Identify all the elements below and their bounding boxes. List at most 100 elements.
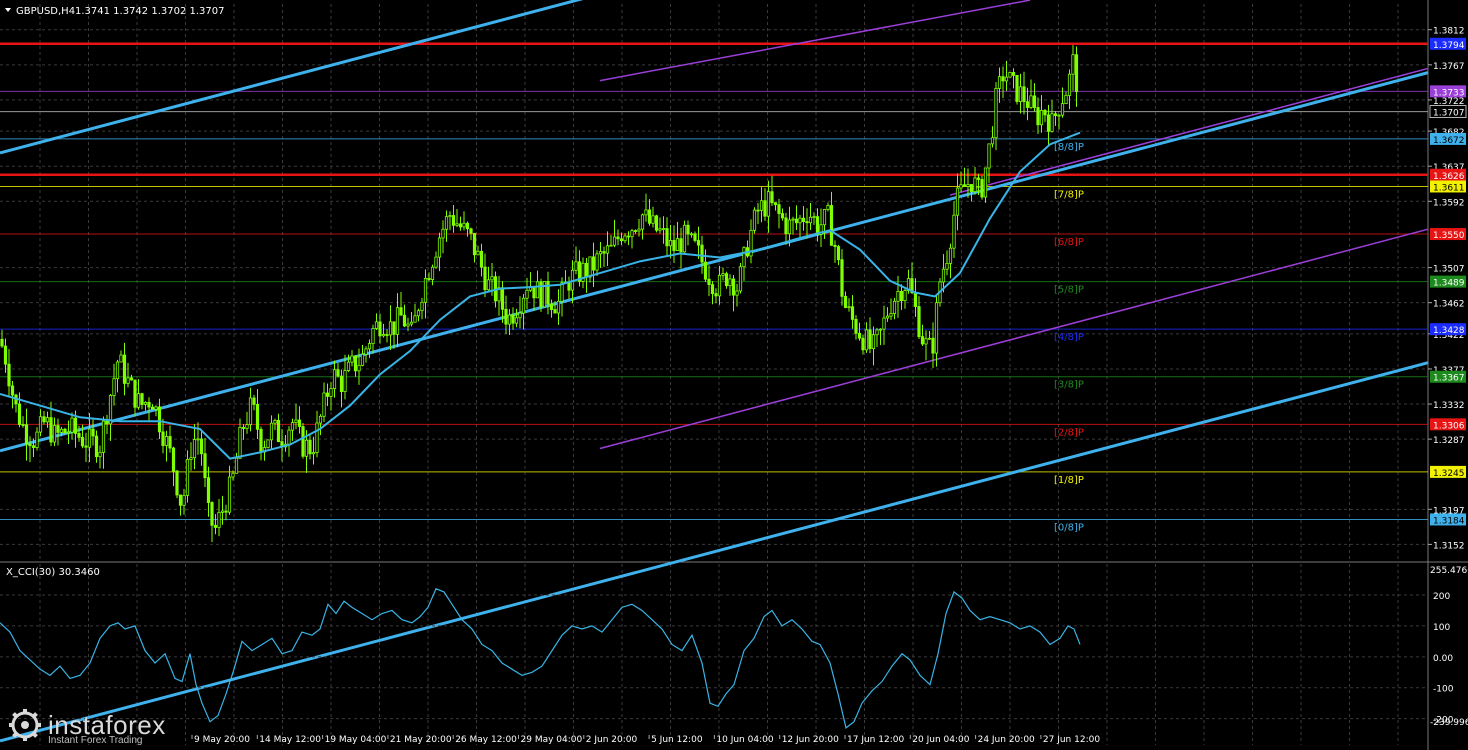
candle-body: [1074, 54, 1079, 92]
price-label-box: [1430, 513, 1466, 526]
candle-body: [206, 477, 211, 503]
candle-body: [801, 217, 806, 222]
murrey-level-label: [3/8]P: [1054, 380, 1084, 391]
candle-body: [749, 229, 753, 257]
candle-body: [0, 338, 4, 347]
candle-body: [836, 246, 841, 261]
candle-body: [52, 425, 57, 443]
candle-body: [406, 323, 410, 327]
price-label-text: 1.3245: [1433, 469, 1465, 479]
candle-body: [854, 319, 858, 334]
time-axis-label: 24 Jun 20:00: [978, 735, 1035, 745]
candle-body: [24, 424, 29, 445]
candle-body: [297, 419, 302, 427]
candle-body: [504, 308, 508, 325]
moving-average: [0, 131, 1081, 460]
candle-body: [430, 266, 435, 280]
candle-body: [546, 281, 550, 305]
price-label-box: [1430, 37, 1466, 50]
murrey-level-label: [4/8]P: [1054, 332, 1084, 343]
candle-body: [525, 289, 529, 299]
murrey-level-label: [1/8]P: [1054, 475, 1084, 486]
candle-body: [150, 406, 155, 410]
candle-body: [591, 256, 596, 271]
time-axis: 9 May 20:00 14 May 12:00 19 May 04:00 21 Ma…: [191, 735, 1100, 745]
candle-body: [45, 417, 50, 423]
candle-body: [871, 334, 876, 349]
candle-body: [245, 424, 249, 429]
candle-body: [693, 233, 697, 241]
candle-body: [920, 336, 925, 345]
moving-average-line: [0, 131, 1081, 460]
candle-body: [980, 179, 984, 198]
candle-body: [1015, 75, 1019, 102]
candle-body: [168, 436, 172, 449]
candle-body: [553, 309, 557, 314]
candle-body: [892, 300, 897, 314]
candle-body: [241, 426, 246, 429]
candle-body: [647, 209, 652, 224]
cci-line: [0, 588, 1081, 729]
candle-body: [234, 457, 239, 474]
candle-body: [766, 191, 771, 217]
candle-body: [598, 251, 603, 255]
price-label-text: 1.3794: [1433, 41, 1465, 51]
price-candles: [0, 45, 1079, 543]
price-axis-tick-label: 1.3637: [1433, 163, 1465, 173]
price-label-text: 1.3489: [1433, 279, 1465, 289]
candle-body: [833, 244, 837, 247]
candle-body: [700, 244, 704, 263]
price-label-box: [1430, 323, 1466, 336]
candle-body: [21, 424, 25, 426]
candle-body: [126, 377, 130, 384]
candle-body: [780, 213, 785, 219]
candle-body: [731, 278, 736, 296]
candle-body: [987, 143, 991, 169]
candle-body: [707, 278, 711, 285]
candle-body: [63, 428, 67, 434]
candle-body: [458, 223, 463, 228]
collapse-triangle-icon[interactable]: [5, 8, 11, 12]
candle-body: [689, 233, 694, 236]
candle-body: [360, 353, 365, 366]
candle-body: [56, 425, 60, 433]
candle-body: [273, 420, 277, 424]
time-axis-label: 27 Jun 12:00: [1043, 735, 1100, 745]
murrey-level-label: [2/8]P: [1054, 427, 1084, 438]
price-axis-tick-label: 1.3767: [1433, 62, 1465, 72]
murrey-level-label: [0/8]P: [1054, 522, 1084, 533]
candle-body: [840, 259, 844, 297]
price-axis-tick-label: 1.3462: [1433, 300, 1465, 310]
candle-body: [784, 217, 788, 235]
candle-body: [924, 338, 928, 345]
candle-body: [885, 315, 890, 319]
candle-body: [976, 177, 981, 180]
candle-body: [490, 276, 494, 281]
candle-body: [66, 431, 71, 434]
candle-body: [952, 214, 956, 249]
candle-body: [497, 287, 501, 302]
candle-body: [329, 388, 333, 397]
candle-body: [1046, 114, 1051, 132]
candle-body: [94, 435, 99, 458]
candle-body: [73, 417, 78, 434]
candle-body: [1039, 109, 1044, 126]
price-axis-tick-label: 1.3592: [1433, 198, 1465, 208]
instaforex-logo: instaforex Instant Forex Trading: [4, 704, 182, 746]
price-axis-tick-label: 1.3197: [1433, 506, 1465, 516]
candle-body: [185, 459, 190, 496]
price-label-box: [1430, 465, 1466, 478]
candle-body: [829, 205, 834, 246]
cci-axis-label: -200: [1433, 716, 1454, 726]
candle-body: [129, 377, 134, 381]
cci-axis-label: 0.00: [1433, 654, 1453, 664]
price-label-box: [1430, 180, 1466, 193]
candle-body: [640, 214, 645, 230]
instaforex-logo-icon: [9, 709, 41, 741]
candle-body: [395, 307, 400, 335]
murrey-level-labels: [8/8]P [7/8]P [6/8]P [5/8]P [4/8]P [3/8]P [2/8…: [1054, 142, 1084, 534]
candle-body: [448, 215, 452, 218]
price-label-box: [1430, 370, 1466, 383]
candle-body: [857, 332, 862, 339]
